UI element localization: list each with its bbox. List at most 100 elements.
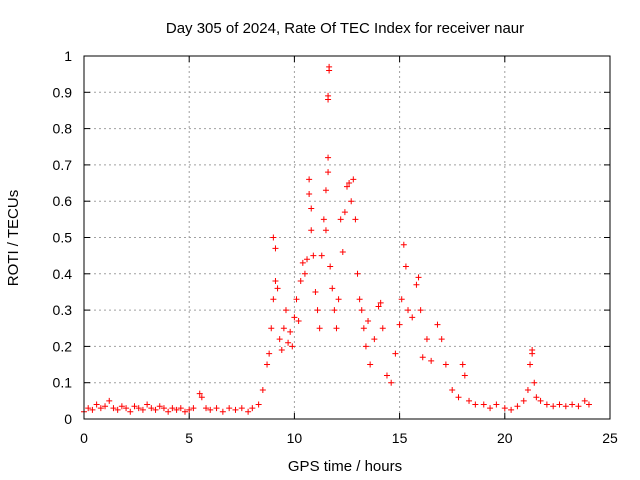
data-point	[135, 405, 142, 412]
data-point	[337, 216, 344, 223]
data-point	[270, 234, 277, 241]
data-point	[472, 401, 479, 408]
y-tick-label: 0.7	[53, 157, 73, 173]
data-point	[356, 296, 363, 303]
data-point	[156, 403, 163, 410]
data-point	[160, 405, 167, 412]
data-point	[264, 361, 271, 368]
data-point	[396, 321, 403, 328]
data-point	[428, 357, 435, 364]
data-point	[581, 397, 588, 404]
data-point	[272, 245, 279, 252]
y-tick-label: 0.9	[53, 84, 73, 100]
data-point	[520, 397, 527, 404]
data-point	[289, 343, 296, 350]
data-point	[238, 405, 245, 412]
data-point	[508, 406, 515, 413]
data-point	[85, 405, 92, 412]
data-point	[249, 405, 256, 412]
data-point	[388, 379, 395, 386]
data-point	[533, 394, 540, 401]
data-point	[459, 361, 466, 368]
data-point	[266, 350, 273, 357]
data-point	[310, 252, 317, 259]
data-point	[123, 405, 130, 412]
data-point	[325, 92, 332, 99]
data-point	[543, 401, 550, 408]
data-point	[419, 354, 426, 361]
data-point	[97, 405, 104, 412]
data-point	[329, 285, 336, 292]
data-point	[325, 154, 332, 161]
data-point	[352, 216, 359, 223]
data-point	[326, 63, 333, 70]
data-point	[245, 408, 252, 415]
data-point	[487, 405, 494, 412]
data-point	[575, 403, 582, 410]
y-tick-label: 0.3	[53, 302, 73, 318]
data-point	[207, 406, 214, 413]
y-tick-label: 0.5	[53, 230, 73, 246]
data-point	[537, 397, 544, 404]
data-point	[322, 227, 329, 234]
data-point	[398, 296, 405, 303]
x-tick-label: 5	[185, 430, 193, 446]
y-tick-label: 0.4	[53, 266, 73, 282]
data-point	[131, 403, 138, 410]
data-point	[405, 307, 412, 314]
data-point	[527, 361, 534, 368]
data-point	[524, 386, 531, 393]
data-point	[531, 379, 538, 386]
y-tick-label: 0	[64, 411, 72, 427]
data-point	[493, 401, 500, 408]
data-point	[442, 361, 449, 368]
data-point	[144, 401, 151, 408]
data-point	[173, 406, 180, 413]
data-point	[344, 183, 350, 190]
data-point	[392, 350, 399, 357]
data-point	[415, 274, 422, 281]
data-point	[186, 406, 193, 413]
data-point	[365, 317, 372, 324]
data-point	[434, 321, 441, 328]
data-point	[325, 169, 332, 176]
data-point	[226, 405, 233, 412]
data-point	[529, 347, 536, 354]
data-point	[232, 406, 239, 413]
data-point	[181, 408, 188, 415]
data-points-layer	[81, 63, 592, 415]
data-point	[106, 397, 113, 404]
data-point	[461, 372, 468, 379]
data-point	[110, 405, 117, 412]
data-point	[316, 325, 323, 332]
x-tick-label: 20	[497, 430, 513, 446]
grid-layer	[84, 56, 610, 419]
ticks-layer: 0 5 10 15 20 25 0 0.1 0.2 0.3 0.4 0.5 0.6 0.7 0.8 0.9 1	[53, 48, 618, 446]
data-point	[341, 209, 348, 216]
data-point	[306, 176, 313, 183]
data-point	[550, 403, 557, 410]
data-point	[377, 299, 384, 306]
data-point	[514, 403, 521, 410]
x-tick-label: 25	[602, 430, 618, 446]
data-point	[339, 249, 346, 256]
data-point	[409, 314, 416, 321]
data-point	[89, 406, 96, 413]
data-point	[276, 336, 283, 343]
data-point	[358, 307, 365, 314]
data-point	[556, 401, 563, 408]
data-point	[367, 361, 374, 368]
data-point	[400, 241, 407, 248]
data-point	[413, 281, 420, 288]
data-point	[480, 401, 487, 408]
data-point	[306, 190, 313, 197]
data-point	[177, 405, 184, 412]
data-point	[282, 307, 289, 314]
data-point	[93, 401, 100, 408]
data-point	[219, 408, 226, 415]
y-axis-label: ROTI / TECUs	[5, 190, 22, 286]
data-point	[308, 227, 315, 234]
data-point	[272, 278, 279, 285]
y-tick-label: 0.2	[53, 338, 73, 354]
